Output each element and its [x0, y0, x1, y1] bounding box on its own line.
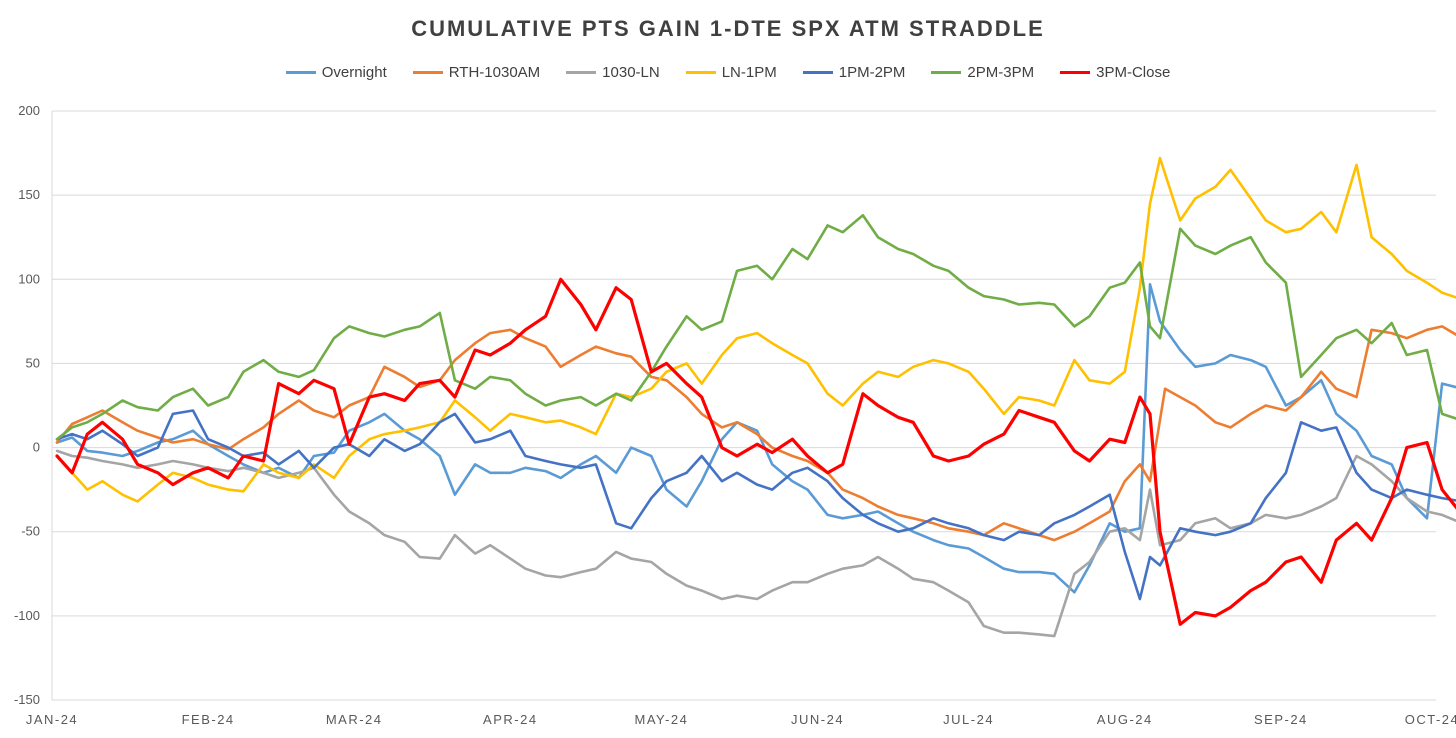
legend-label: 1PM-2PM [838, 64, 906, 81]
series-line-ln-1pm [55, 156, 1456, 503]
legend-label: RTH-1030AM [448, 64, 541, 81]
y-tick-label: 50 [26, 355, 40, 370]
legend-swatch [1060, 71, 1091, 74]
legend-item: 1030-LN [566, 64, 660, 81]
y-tick-label: 150 [18, 187, 40, 202]
legend-label: LN-1PM [721, 64, 777, 81]
series-line-1030-ln [55, 449, 1456, 638]
legend-label: 3PM-Close [1096, 64, 1171, 81]
legend-item: 2PM-3PM [931, 64, 1034, 81]
legend-swatch [802, 71, 833, 74]
y-tick-label: 0 [33, 440, 40, 455]
series-line-1pm-2pm [55, 409, 1456, 601]
legend-swatch [285, 71, 316, 74]
legend-swatch [931, 71, 962, 74]
y-tick-label: -150 [14, 692, 40, 707]
legend-swatch [566, 71, 597, 74]
legend-item: 1PM-2PM [802, 64, 906, 81]
legend-item: Overnight [285, 64, 387, 81]
y-tick-label: -100 [14, 608, 40, 623]
y-tick-label: 200 [18, 103, 40, 118]
x-tick-label: FEB-24 [182, 712, 235, 727]
x-tick-label: APR-24 [483, 712, 538, 727]
series-line-3pm-close [55, 277, 1456, 626]
x-tick-label: MAR-24 [326, 712, 383, 727]
x-tick-label: AUG-24 [1097, 712, 1153, 727]
y-tick-label: -50 [21, 524, 40, 539]
series-line-rth-1030am [55, 325, 1456, 542]
legend-swatch [685, 71, 716, 74]
series-line-2pm-3pm [55, 214, 1456, 441]
legend-item: RTH-1030AM [412, 64, 541, 81]
legend-label: 1030-LN [602, 64, 660, 81]
legend-item: 3PM-Close [1060, 64, 1170, 81]
legend-swatch [412, 71, 443, 74]
x-tick-label: JAN-24 [26, 712, 78, 727]
x-tick-label: JUL-24 [943, 712, 994, 727]
legend-label: Overnight [321, 64, 387, 81]
x-tick-label: MAY-24 [635, 712, 689, 727]
legend: Overnight RTH-1030AM 1030-LN LN-1PM 1PM-2PM 2… [0, 64, 1456, 81]
x-tick-label: OCT-24 [1405, 712, 1456, 727]
legend-label: 2PM-3PM [967, 64, 1035, 81]
y-tick-label: 100 [18, 271, 40, 286]
legend-item: LN-1PM [685, 64, 777, 81]
chart-title: CUMULATIVE PTS GAIN 1-DTE SPX ATM STRADD… [411, 16, 1045, 41]
x-tick-label: JUN-24 [791, 712, 844, 727]
x-tick-label: SEP-24 [1254, 712, 1308, 727]
